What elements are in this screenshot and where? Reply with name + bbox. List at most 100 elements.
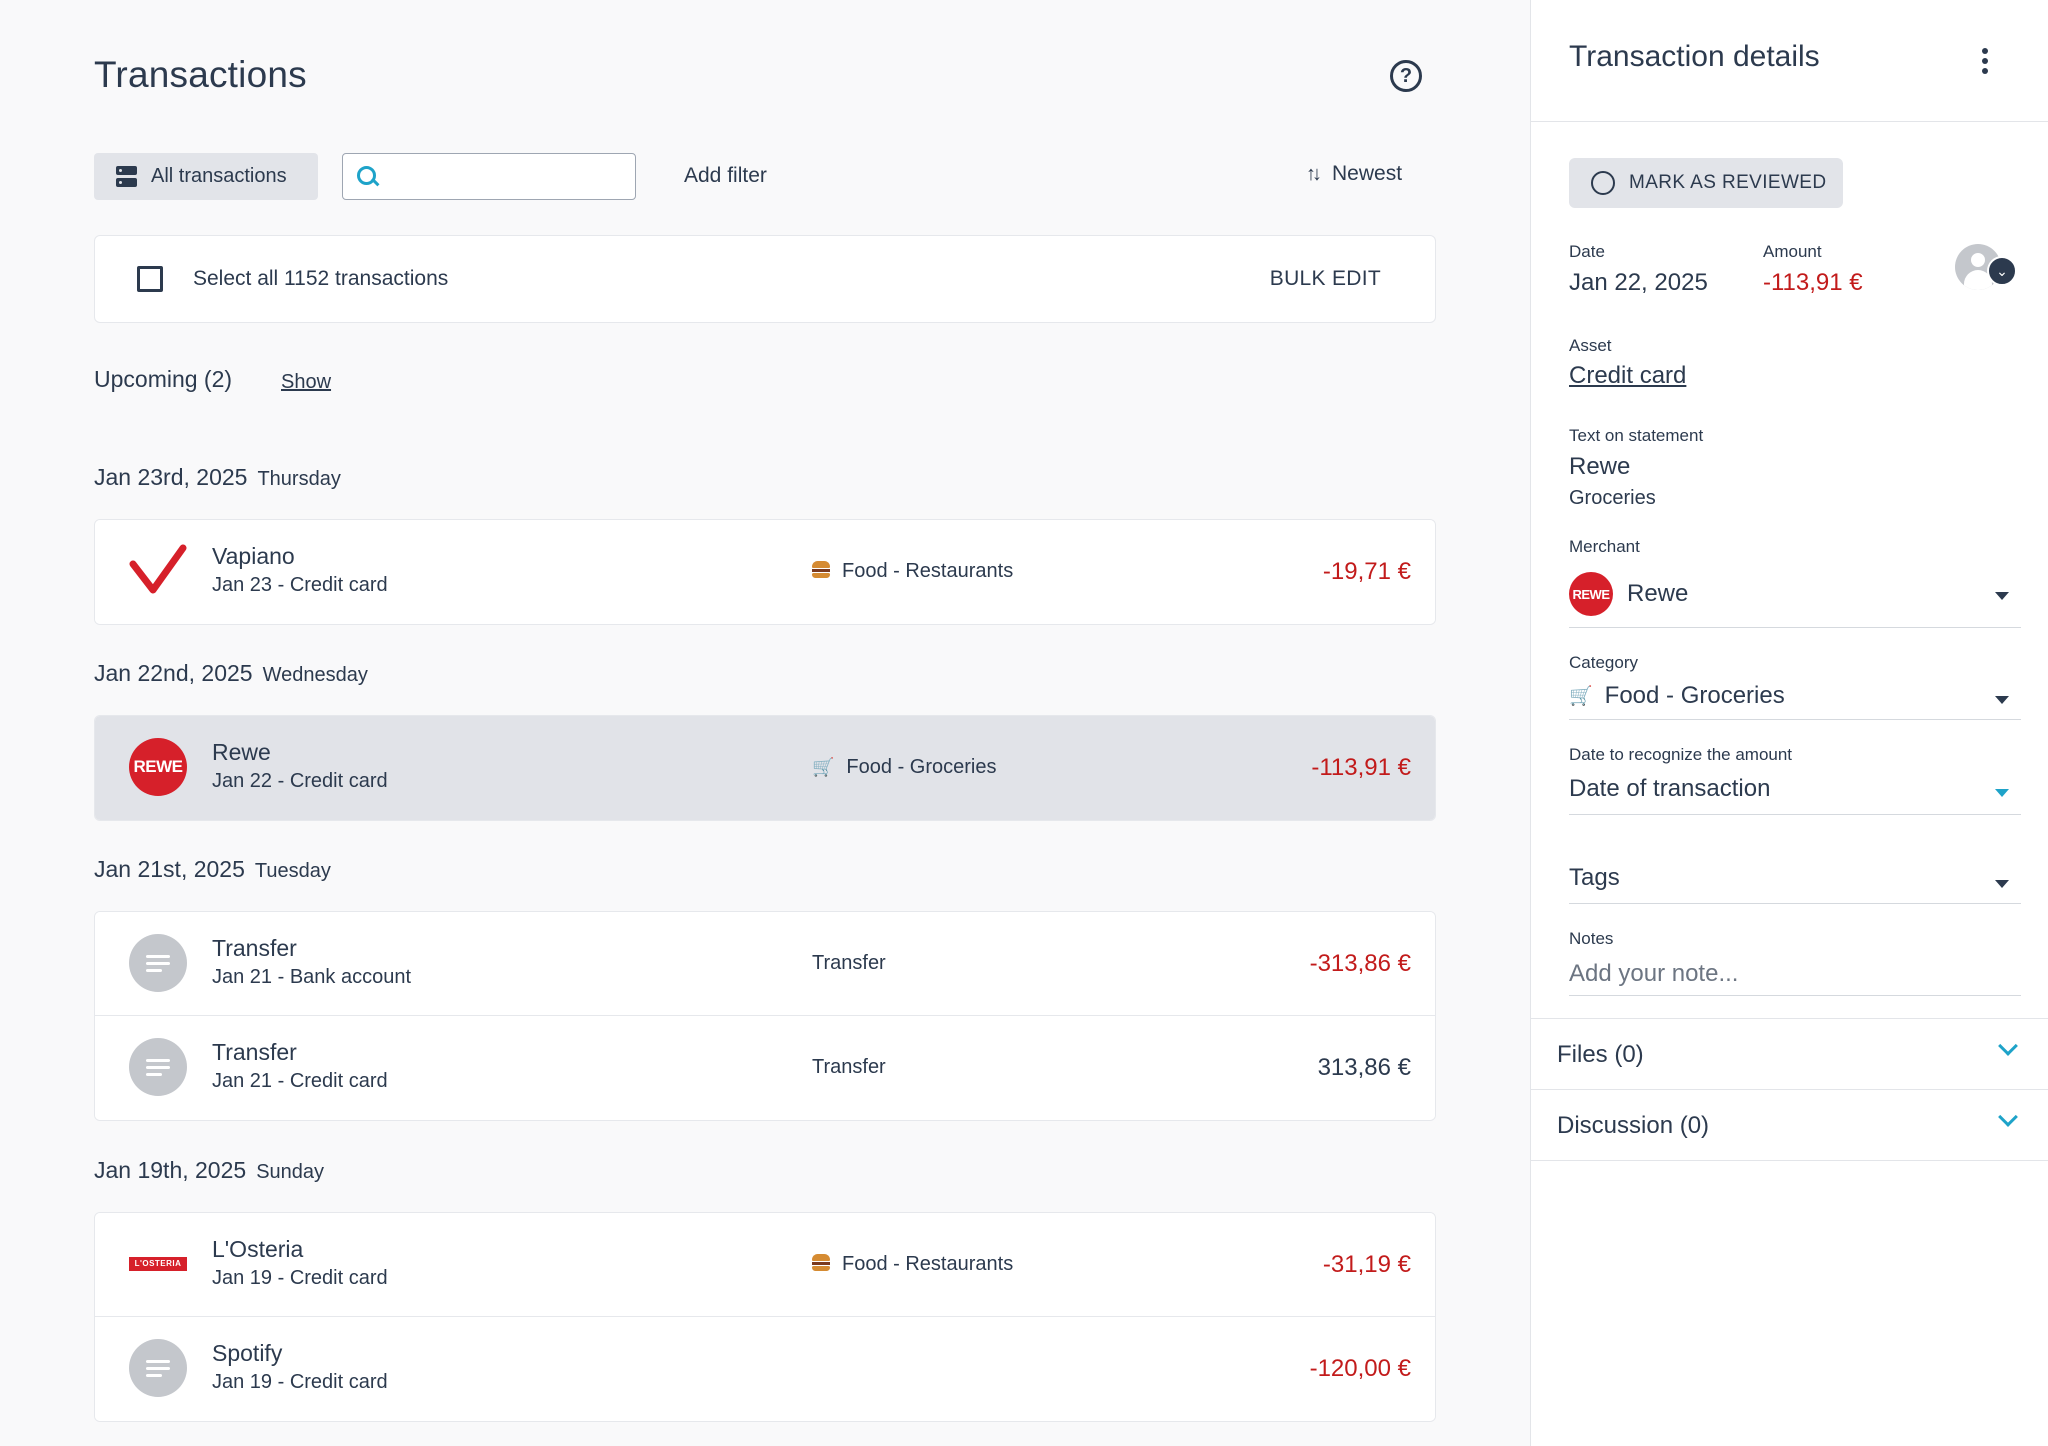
group-weekday: Thursday	[257, 468, 341, 490]
category-label: Food - Restaurants	[842, 560, 1014, 582]
files-accordion[interactable]: Files (0)	[1531, 1018, 2048, 1090]
caret-down-icon	[1995, 789, 2009, 797]
sort-arrows-icon: ↑↓	[1306, 162, 1322, 185]
category-label: Food - Restaurants	[842, 1253, 1014, 1275]
generic-transaction-icon	[129, 1038, 187, 1096]
transaction-category: Transfer	[812, 952, 886, 975]
transaction-subtitle: Jan 23 - Credit card	[212, 574, 388, 596]
transaction-name: Vapiano	[212, 543, 295, 569]
transaction-subtitle: Jan 22 - Credit card	[212, 770, 388, 792]
losteria-logo-text: L'OSTERIA	[129, 1257, 187, 1271]
tags-label: Tags	[1569, 864, 1620, 891]
group-weekday: Sunday	[256, 1161, 325, 1183]
transaction-amount: -19,71 €	[1322, 558, 1411, 585]
transaction-row-spotify[interactable]: Spotify Jan 19 - Credit card -120,00 €	[95, 1317, 1435, 1421]
date-value: Jan 22, 2025	[1569, 269, 1708, 296]
sort-button[interactable]: ↑↓ Newest	[1306, 162, 1402, 186]
transaction-row-rewe[interactable]: REWE Rewe Jan 22 - Credit card 🛒 Food - …	[95, 716, 1435, 820]
show-upcoming-link[interactable]: Show	[281, 371, 332, 393]
notes-field[interactable]	[1569, 954, 2021, 996]
merchant-select[interactable]: REWE Rewe	[1569, 564, 2021, 628]
asset-link[interactable]: Credit card	[1569, 362, 1687, 389]
amount-label: Amount	[1763, 242, 1822, 261]
transaction-subtitle: Jan 21 - Credit card	[212, 1070, 388, 1092]
category-label: Category	[1569, 653, 1638, 672]
transaction-name: Spotify	[212, 1340, 283, 1366]
date-group-header: Jan 19th, 2025 Sunday	[94, 1157, 324, 1184]
rewe-logo: REWE	[1569, 572, 1613, 616]
transaction-category: Transfer	[812, 1056, 886, 1079]
upcoming-heading: Upcoming (2)	[94, 366, 233, 392]
recognize-date-value: Date of transaction	[1569, 775, 1771, 802]
select-all-label: Select all 1152 transactions	[193, 267, 449, 290]
burger-icon	[812, 1253, 830, 1276]
files-label: Files (0)	[1557, 1041, 1644, 1068]
group-date: Jan 22nd, 2025	[94, 660, 253, 686]
search-icon	[357, 165, 379, 188]
transaction-name: Transfer	[212, 1039, 297, 1065]
transaction-category: 🛒 Food - Groceries	[812, 756, 996, 779]
cart-icon: 🛒	[812, 757, 835, 777]
transaction-subtitle: Jan 19 - Credit card	[212, 1267, 388, 1289]
date-label: Date	[1569, 242, 1605, 261]
group-date: Jan 21st, 2025	[94, 856, 245, 882]
caret-down-icon	[1995, 696, 2009, 704]
transaction-name: L'Osteria	[212, 1236, 304, 1262]
transaction-row-losteria[interactable]: L'OSTERIA L'Osteria Jan 19 - Credit card…	[95, 1213, 1435, 1317]
statement-subtitle: Groceries	[1569, 487, 1656, 509]
search-box[interactable]	[342, 153, 636, 200]
more-options-icon[interactable]	[1981, 48, 1989, 74]
panel-header: Transaction details	[1531, 0, 2048, 122]
notes-label: Notes	[1569, 929, 1614, 948]
category-name: Food - Groceries	[1604, 682, 1785, 709]
generic-transaction-icon	[129, 934, 187, 992]
transaction-row-vapiano[interactable]: Vapiano Jan 23 - Credit card Food - Rest…	[95, 520, 1435, 624]
notes-input[interactable]	[1569, 954, 2021, 994]
chevron-down-icon	[1998, 1107, 2018, 1127]
transaction-amount: -120,00 €	[1309, 1355, 1411, 1382]
transaction-card: REWE Rewe Jan 22 - Credit card 🛒 Food - …	[94, 715, 1436, 821]
circle-icon	[1591, 171, 1615, 195]
all-transactions-button[interactable]: All transactions	[94, 153, 318, 200]
search-input[interactable]	[389, 165, 619, 188]
transaction-card: L'OSTERIA L'Osteria Jan 19 - Credit card…	[94, 1212, 1436, 1422]
category-select[interactable]: 🛒 Food - Groceries	[1569, 680, 2021, 720]
add-filter-button[interactable]: Add filter	[684, 164, 767, 187]
cart-icon: 🛒	[1569, 686, 1593, 707]
bulk-edit-button[interactable]: BULK EDIT	[1269, 267, 1381, 290]
transaction-amount: 313,86 €	[1317, 1054, 1411, 1081]
help-icon[interactable]: ?	[1390, 60, 1422, 92]
transaction-row-transfer[interactable]: Transfer Jan 21 - Credit card Transfer 3…	[95, 1016, 1435, 1120]
transaction-category: Food - Restaurants	[812, 1253, 1013, 1276]
date-group-header: Jan 21st, 2025 Tuesday	[94, 856, 331, 883]
merchant-name: Rewe	[1627, 580, 1689, 607]
transaction-row-transfer[interactable]: Transfer Jan 21 - Bank account Transfer …	[95, 912, 1435, 1016]
recognize-date-label: Date to recognize the amount	[1569, 745, 1793, 764]
transaction-name: Transfer	[212, 935, 297, 961]
transaction-details-panel: Transaction details MARK AS REVIEWED Dat…	[1530, 0, 2048, 1446]
group-weekday: Wednesday	[262, 664, 368, 686]
mark-as-reviewed-button[interactable]: MARK AS REVIEWED	[1569, 158, 1843, 208]
vapiano-logo	[129, 542, 187, 600]
transaction-subtitle: Jan 21 - Bank account	[212, 966, 412, 988]
discussion-accordion[interactable]: Discussion (0)	[1531, 1089, 2048, 1161]
transaction-category: Food - Restaurants	[812, 560, 1013, 583]
chevron-down-icon	[1998, 1036, 2018, 1056]
losteria-logo: L'OSTERIA	[129, 1235, 187, 1293]
date-group-header: Jan 23rd, 2025 Thursday	[94, 464, 341, 491]
select-all-checkbox[interactable]	[137, 266, 163, 292]
transaction-amount: -313,86 €	[1309, 950, 1411, 977]
category-select-value: 🛒 Food - Groceries	[1569, 682, 1785, 710]
sort-label: Newest	[1332, 162, 1403, 185]
tags-select[interactable]: Tags	[1569, 862, 2021, 904]
group-date: Jan 19th, 2025	[94, 1157, 247, 1183]
mark-as-reviewed-label: MARK AS REVIEWED	[1629, 172, 1827, 193]
all-transactions-label: All transactions	[151, 165, 287, 187]
transaction-name: Rewe	[212, 739, 271, 765]
rewe-logo: REWE	[129, 738, 187, 796]
page-title: Transactions	[94, 54, 307, 95]
recognize-date-select[interactable]: Date of transaction	[1569, 773, 2021, 815]
chevron-down-icon[interactable]: ⌄	[1987, 256, 2017, 286]
discussion-label: Discussion (0)	[1557, 1112, 1710, 1139]
